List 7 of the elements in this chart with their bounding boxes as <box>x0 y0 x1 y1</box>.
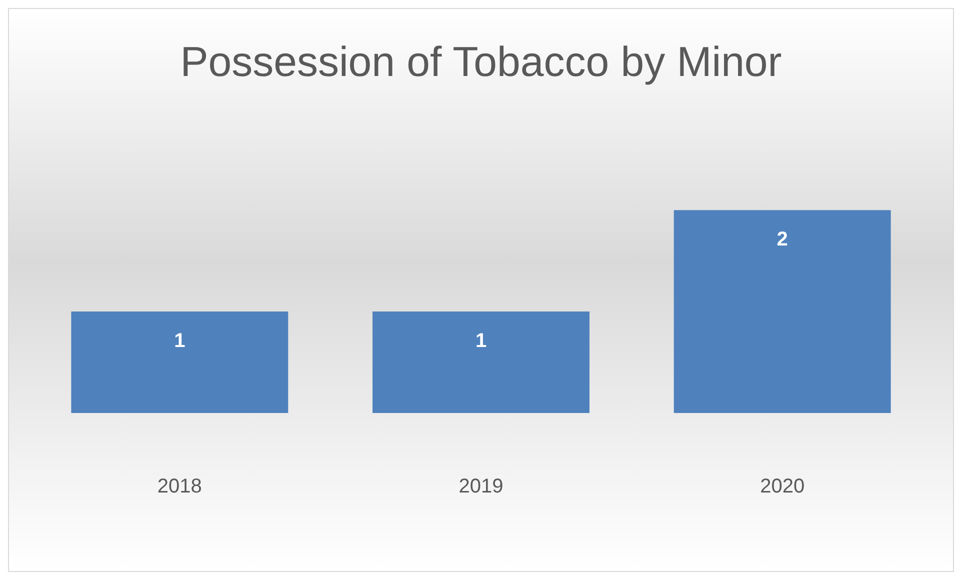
data-label: 1 <box>475 330 487 352</box>
chart-title: Possession of Tobacco by Minor <box>180 38 782 85</box>
data-label: 1 <box>174 330 186 352</box>
x-tick-label: 2019 <box>458 476 504 498</box>
x-tick-label: 2020 <box>760 476 805 498</box>
x-tick-label: 2018 <box>157 476 202 498</box>
data-label: 2 <box>776 228 788 251</box>
